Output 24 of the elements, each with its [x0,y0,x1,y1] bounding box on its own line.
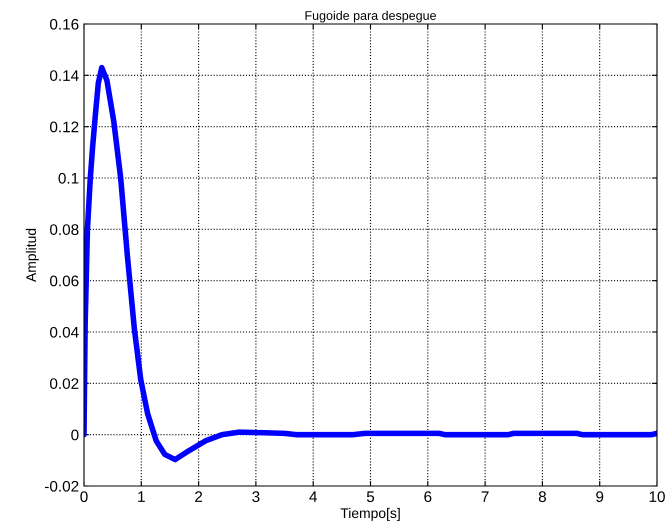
y-tick-label: 0.06 [50,276,78,286]
y-tick-label: 0.12 [50,122,78,132]
x-tick-label: 8 [538,491,546,502]
y-tick-label: 0.1 [58,172,78,184]
x-axis-title: Tiempo[s] [340,508,400,521]
y-tick-label: -0.02 [45,480,78,492]
x-tick-label: 10 [650,491,665,502]
x-tick-label: 6 [424,491,432,502]
y-axis-title: Amplitud [26,228,39,282]
y-tick-label: 0.16 [50,18,78,30]
y-tick-label: 0 [71,430,79,440]
x-tick-label: 1 [138,491,145,502]
x-tick-label: 3 [252,491,260,502]
x-tick-label: 5 [366,491,374,502]
y-tick-label: 0.08 [50,224,78,236]
x-tick-label: 0 [80,491,88,502]
y-tick-label: 0.04 [50,326,79,338]
x-tick-label: 4 [309,491,317,502]
chart-title: Fugoide para despegue [306,10,436,22]
y-tick-label: 0.02 [50,378,78,390]
y-tick-label: 0.14 [50,70,79,82]
x-tick-label: 7 [482,491,489,502]
x-tick-label: 2 [195,491,202,502]
x-tick-label: 9 [596,491,604,502]
